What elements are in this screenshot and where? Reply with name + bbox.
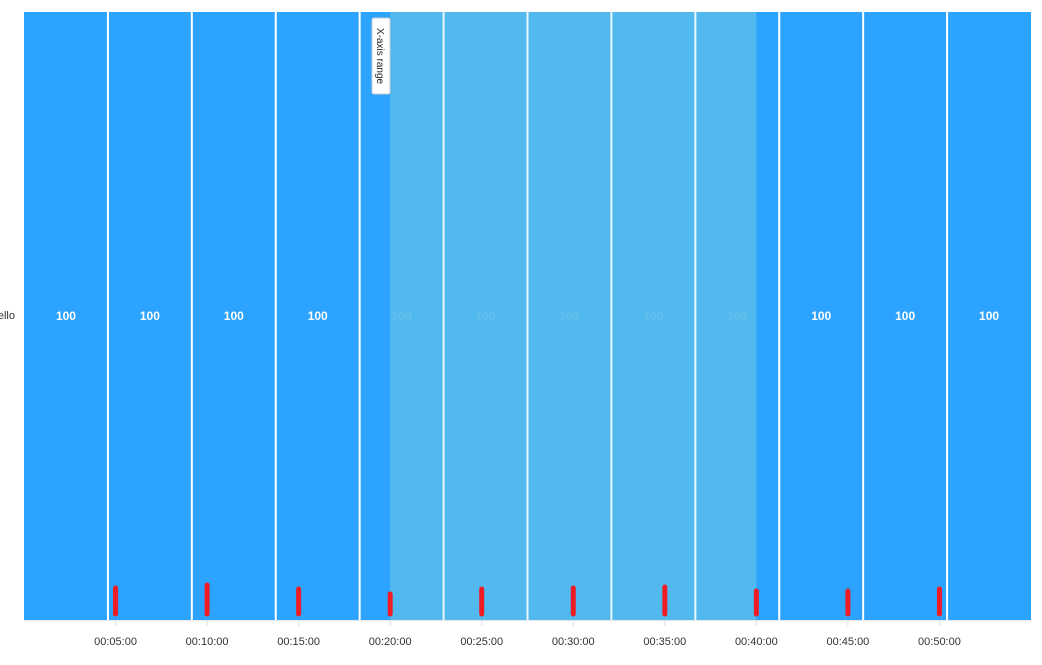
x-tick-label: 00:45:00 [826,636,869,648]
range-label-box [371,17,391,95]
heatmap-cell [863,12,948,620]
heatmap-cell [275,12,360,620]
cell-value-label: 100 [979,309,999,323]
cell-value-label: 100 [811,309,831,323]
cell-value-label: 100 [224,309,244,323]
heatmap-cell [947,12,1031,620]
x-tick-label: 00:10:00 [186,636,229,648]
x-tick-label: 00:25:00 [460,636,503,648]
row-label: ello [0,310,15,322]
highlight-range [390,12,757,620]
heatmap-cell [191,12,276,620]
x-tick-label: 00:15:00 [277,636,320,648]
heatmap-cell [779,12,864,620]
x-tick-label: 00:40:00 [735,636,778,648]
x-tick-label: 00:30:00 [552,636,595,648]
cell-value-label: 100 [895,309,915,323]
heatmap-cell [24,12,108,620]
cell-value-label: 100 [308,309,328,323]
highlight-range-label: X-axis range [371,17,391,95]
cell-value-label: 100 [56,309,76,323]
x-tick-label: 00:05:00 [94,636,137,648]
heatmap-cell [107,12,192,620]
x-tick-label: 00:50:00 [918,636,961,648]
cell-value-label: 100 [140,309,160,323]
x-tick-label: 00:20:00 [369,636,412,648]
x-tick-label: 00:35:00 [643,636,686,648]
range-label-text: X-axis range [374,28,385,85]
